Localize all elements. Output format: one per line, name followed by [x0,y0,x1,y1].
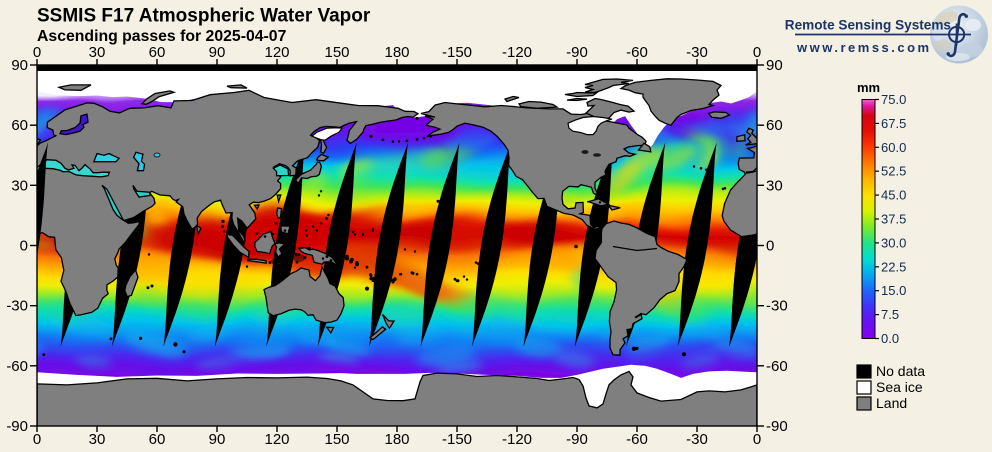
svg-text:-90: -90 [6,418,28,435]
svg-text:30: 30 [11,177,28,194]
svg-text:-60: -60 [766,358,788,375]
svg-text:120: 120 [264,431,289,447]
svg-text:mm: mm [857,80,880,95]
svg-text:-30: -30 [6,298,28,315]
svg-text:180: 180 [384,44,409,61]
svg-text:15.0: 15.0 [881,283,906,298]
svg-text:60: 60 [149,44,166,61]
svg-text:120: 120 [264,44,289,61]
svg-text:37.5: 37.5 [881,212,906,227]
svg-text:67.5: 67.5 [881,116,906,131]
svg-text:0: 0 [766,238,774,255]
svg-text:0: 0 [20,238,28,255]
svg-text:-60: -60 [6,358,28,375]
svg-text:52.5: 52.5 [881,164,906,179]
svg-text:90: 90 [766,57,783,74]
svg-text:-90: -90 [766,418,788,435]
svg-text:www.remss.com: www.remss.com [796,40,932,55]
svg-text:-120: -120 [502,44,532,61]
svg-text:Remote Sensing Systems: Remote Sensing Systems [785,18,951,33]
svg-text:90: 90 [11,57,28,74]
svg-text:0: 0 [753,44,761,61]
svg-text:90: 90 [209,44,226,61]
svg-text:60: 60 [11,117,28,134]
svg-text:30: 30 [766,177,783,194]
svg-text:75.0: 75.0 [881,92,906,107]
svg-text:-60: -60 [626,44,648,61]
svg-text:SSMIS F17 Atmospheric Water Va: SSMIS F17 Atmospheric Water Vapor [37,6,371,27]
svg-text:Land: Land [876,395,907,411]
svg-text:7.5: 7.5 [881,307,899,322]
svg-text:0: 0 [753,431,761,447]
svg-text:90: 90 [209,431,226,447]
svg-text:30.0: 30.0 [881,235,906,250]
svg-text:30: 30 [89,431,106,447]
svg-text:150: 150 [324,44,349,61]
svg-text:-150: -150 [442,44,472,61]
svg-text:Sea ice: Sea ice [876,379,923,395]
svg-text:22.5: 22.5 [881,259,906,274]
svg-text:No data: No data [876,363,925,379]
svg-text:0: 0 [33,44,41,61]
svg-text:-150: -150 [442,431,472,447]
svg-text:-90: -90 [566,431,588,447]
svg-text:60: 60 [766,117,783,134]
svg-text:30: 30 [89,44,106,61]
svg-text:150: 150 [324,431,349,447]
svg-text:45.0: 45.0 [881,188,906,203]
svg-text:180: 180 [384,431,409,447]
svg-text:-90: -90 [566,44,588,61]
svg-text:Ascending passes for 2025-04-0: Ascending passes for 2025-04-07 [37,28,287,45]
svg-text:-60: -60 [626,431,648,447]
svg-text:0: 0 [33,431,41,447]
svg-text:-30: -30 [686,431,708,447]
svg-text:60.0: 60.0 [881,140,906,155]
svg-text:60: 60 [149,431,166,447]
svg-text:-30: -30 [766,298,788,315]
svg-text:-120: -120 [502,431,532,447]
svg-text:0.0: 0.0 [881,331,899,346]
svg-text:-30: -30 [686,44,708,61]
